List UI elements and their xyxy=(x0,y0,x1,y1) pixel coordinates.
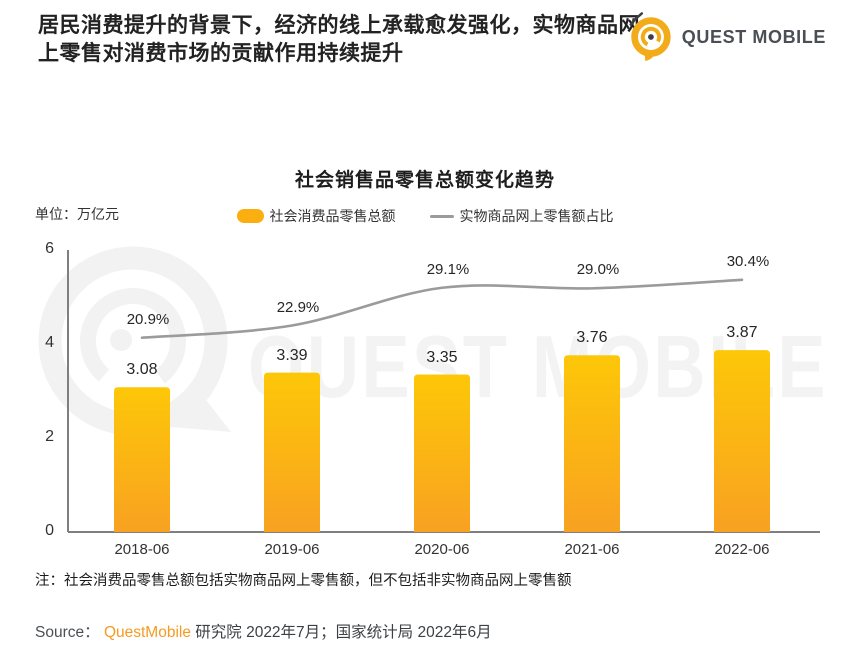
line-point-label: 29.1% xyxy=(426,260,470,278)
watermark-logo-ring xyxy=(38,246,228,436)
unit-label: 单位：万亿元 xyxy=(35,206,119,222)
bar-2020-06 xyxy=(414,374,470,532)
x-tick-label: 2018-06 xyxy=(114,541,170,558)
watermark-text: QUEST MOBILE xyxy=(248,317,828,416)
questmobile-logo-icon xyxy=(629,12,671,62)
bar-2018-06 xyxy=(114,387,170,532)
source-prefix: Source： xyxy=(35,624,100,641)
x-tick-label: 2020-06 xyxy=(414,541,470,558)
x-tick-label: 2022-06 xyxy=(714,541,770,558)
bar-value-label: 3.08 xyxy=(126,361,158,379)
chart-legend: 社会消费品零售总额 实物商品网上零售额占比 xyxy=(0,206,850,226)
y-tick-label: 4 xyxy=(45,334,54,351)
legend-item-line: 实物商品网上零售额占比 xyxy=(429,206,614,226)
bar-value-label: 3.87 xyxy=(726,324,758,342)
bar-2021-06 xyxy=(564,355,620,532)
legend-line-label: 实物商品网上零售额占比 xyxy=(459,208,614,224)
line-series-path xyxy=(140,278,744,340)
legend-bar-swatch xyxy=(236,209,264,223)
bar-value-label: 3.39 xyxy=(276,346,308,364)
bar-2019-06 xyxy=(264,372,320,532)
logo-inner-arc xyxy=(640,26,661,48)
watermark-logo-dot xyxy=(110,329,132,351)
bar-value-label: 3.76 xyxy=(576,329,608,347)
questmobile-logo: QUEST MOBILE xyxy=(625,11,826,63)
bar-2022-06 xyxy=(714,350,770,532)
bar-value-label: 3.35 xyxy=(426,348,458,366)
y-tick-label: 2 xyxy=(45,428,54,445)
logo-bubble-tail xyxy=(644,50,657,62)
source-brand: QuestMobile xyxy=(103,624,191,641)
source-line: Source： QuestMobile 研究院 2022年7月；国家统计局 20… xyxy=(35,620,492,642)
watermark-logo-arc xyxy=(80,288,186,394)
line-point-label: 22.9% xyxy=(276,298,320,316)
source-rest: 研究院 2022年7月；国家统计局 2022年6月 xyxy=(195,624,492,641)
y-tick-label: 0 xyxy=(45,522,54,539)
logo-center-dot xyxy=(647,34,654,40)
logo-brand-text: QUEST MOBILE xyxy=(681,26,826,47)
chart-title: 社会销售品零售总额变化趋势 xyxy=(294,170,555,191)
line-point-label: 20.9% xyxy=(126,310,170,328)
watermark-logo-tail xyxy=(172,396,231,432)
legend-item-bar: 社会消费品零售总额 xyxy=(236,206,396,226)
x-tick-label: 2019-06 xyxy=(264,541,320,558)
page-title: 居民消费提升的背景下，经济的线上承载愈发强化，实物商品网上零售对消费市场的贡献作… xyxy=(38,14,640,65)
line-point-label: 30.4% xyxy=(726,252,770,270)
signal-tick-icon xyxy=(636,12,643,19)
signal-tick-icon xyxy=(629,16,638,26)
line-point-label: 29.0% xyxy=(576,261,620,279)
x-tick-label: 2021-06 xyxy=(564,541,620,558)
legend-line-swatch xyxy=(429,214,454,218)
legend-bar-label: 社会消费品零售总额 xyxy=(269,208,396,224)
footnote: 注：社会消费品零售总额包括实物商品网上零售额，但不包括非实物商品网上零售额 xyxy=(35,573,572,589)
y-tick-label: 6 xyxy=(45,240,54,257)
